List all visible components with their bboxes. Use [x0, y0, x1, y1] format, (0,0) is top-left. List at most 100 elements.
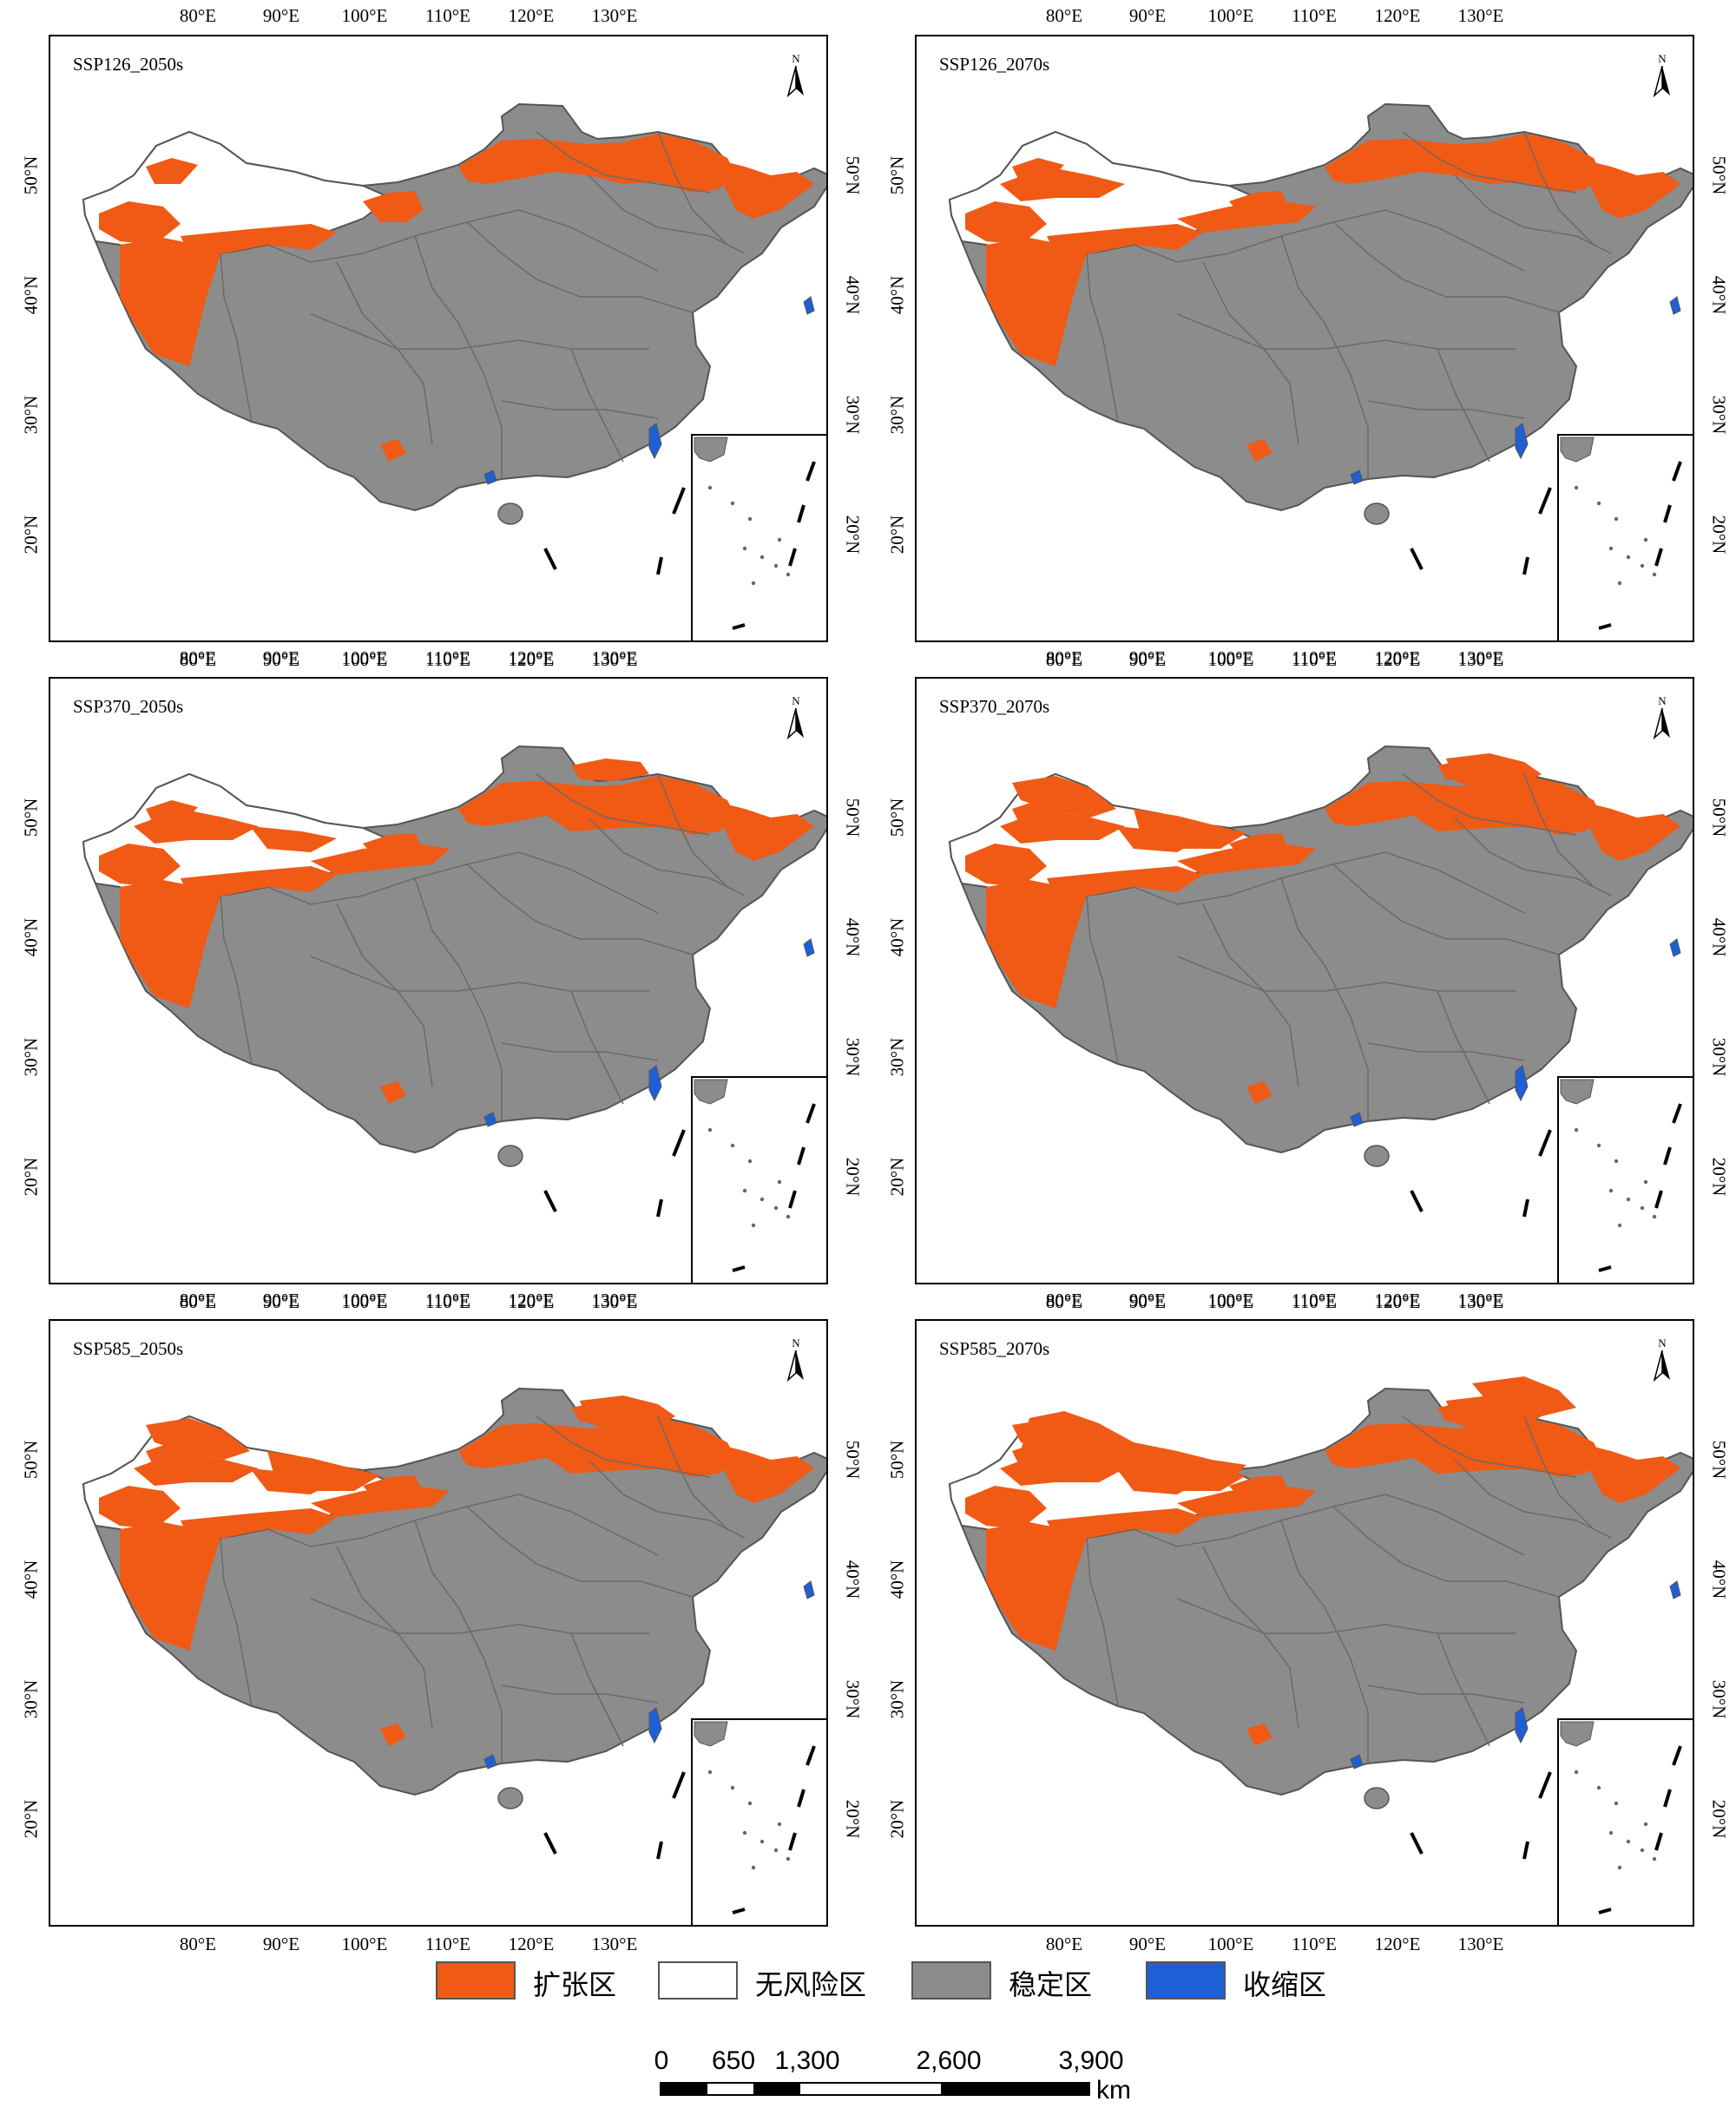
lat-tick-label-left: 20°N: [20, 1799, 42, 1839]
inset-island: [1643, 1179, 1648, 1185]
inset-island: [742, 546, 747, 551]
inset-island: [742, 1188, 747, 1193]
north-arrow-icon: N: [1651, 52, 1674, 98]
inset-island: [730, 501, 735, 506]
lon-tick-label-bottom: 110°E: [425, 1291, 470, 1312]
map-panel: SSP126_2050s N 80°E 80°E 90°E 90°E 100°E 100°E 1…: [21, 5, 864, 670]
lon-tick-label-top: 100°E: [341, 1290, 388, 1310]
lat-tick-label-right: 20°N: [842, 1799, 864, 1839]
province-boundary: [1384, 1494, 1525, 1556]
expansion-region: [267, 1451, 380, 1491]
expansion-region: [1000, 167, 1125, 201]
map-panel: SSP126_2070s N 80°E 80°E 90°E 90°E 100°E 100°E 1…: [887, 5, 1730, 670]
distribution-map: [82, 745, 826, 1218]
inset-island: [1652, 1856, 1657, 1862]
map-frame: SSP370_2070s N: [915, 677, 1694, 1284]
province-boundary: [1523, 131, 1595, 246]
inset-dash-line: [1654, 1190, 1663, 1209]
inset-dash-line: [1672, 1745, 1682, 1766]
lon-tick-label-bottom: 110°E: [1292, 649, 1337, 670]
contraction-region: [1350, 1112, 1364, 1127]
lon-tick-label-top: 100°E: [1207, 1290, 1254, 1310]
inset-island: [777, 1179, 782, 1185]
lat-tick-label-left: 30°N: [20, 1037, 42, 1077]
contraction-region: [1515, 423, 1529, 460]
inset-dash-line: [732, 1908, 746, 1914]
inset-island: [1617, 1223, 1622, 1228]
lat-tick-label-left: 40°N: [20, 275, 42, 315]
north-label: N: [792, 1336, 800, 1350]
province-boundary: [1280, 1520, 1369, 1763]
lon-tick-label-bottom: 120°E: [508, 649, 555, 670]
province-boundary: [1384, 209, 1525, 272]
expansion-region: [380, 1724, 406, 1746]
lon-tick-label-top: 120°E: [1374, 5, 1421, 26]
province-boundary: [1133, 851, 1386, 905]
lon-tick-label-top: 110°E: [1292, 1290, 1337, 1310]
lon-tick-label-top: 100°E: [341, 5, 388, 26]
nine-dash-line: [1410, 548, 1424, 570]
inset-island: [1614, 516, 1619, 522]
lat-tick-label-right: 40°N: [1708, 1560, 1730, 1599]
inset-map: [694, 1079, 816, 1272]
distribution-map: [82, 1387, 826, 1860]
lat-tick-label-right: 20°N: [842, 1157, 864, 1197]
lon-tick-label-top: 110°E: [1292, 647, 1337, 668]
lat-tick-label-left: 50°N: [20, 155, 42, 195]
north-label: N: [1658, 52, 1667, 65]
scale-tick-2600: 2,600: [916, 2046, 982, 2075]
south-china-sea-inset: [691, 434, 826, 640]
map-panel: SSP370_2050s N 80°E 80°E 90°E 90°E 100°E 100°E 1…: [21, 647, 864, 1312]
nine-dash-line: [656, 556, 663, 575]
nine-dash-line: [543, 1190, 557, 1212]
contraction-region: [1669, 296, 1681, 315]
province-boundary: [1367, 1684, 1525, 1704]
nine-dash-line: [656, 1841, 663, 1860]
lat-tick-label-right: 30°N: [842, 1037, 864, 1077]
lon-tick-label-top: 90°E: [1128, 1290, 1167, 1310]
inset-island: [1626, 555, 1631, 560]
province-boundary: [1523, 1415, 1595, 1530]
inset-coast: [1560, 437, 1595, 463]
lat-tick-label-right: 30°N: [1708, 1679, 1730, 1719]
lat-tick-label-right: 30°N: [842, 1679, 864, 1719]
inset-coast: [1560, 1721, 1595, 1747]
contraction-region: [483, 1112, 497, 1127]
scale-tick-3900: 3,900: [1058, 2046, 1124, 2075]
province-boundary: [1402, 131, 1577, 194]
lat-tick-label-right: 30°N: [842, 395, 864, 435]
expansion-region: [1177, 201, 1316, 233]
hainan-island: [1364, 1787, 1390, 1809]
lat-tick-label-right: 50°N: [1708, 1440, 1730, 1480]
inset-dash-line: [1672, 461, 1682, 482]
expansion-region: [458, 134, 736, 193]
expansion-region: [1246, 439, 1272, 462]
province-boundary: [466, 221, 694, 313]
nine-dash-line: [1522, 1198, 1529, 1218]
province-boundary: [1086, 895, 1119, 1065]
lon-tick-label-bottom: 80°E: [179, 1934, 217, 1954]
expansion-region: [1012, 776, 1116, 818]
map-frame: SSP126_2070s N: [915, 35, 1694, 642]
lon-tick-label-bottom: 110°E: [1292, 1291, 1337, 1312]
nine-dash-line: [543, 1832, 557, 1855]
lon-tick-label-bottom: 130°E: [591, 1934, 638, 1954]
map-frame: SSP126_2050s N: [49, 35, 828, 642]
lon-tick-label-top: 90°E: [1128, 647, 1167, 668]
expansion-region: [311, 1486, 450, 1517]
inset-island: [777, 537, 782, 542]
inset-island: [1626, 1197, 1631, 1202]
legend-label-no-risk: 无风险区: [755, 1968, 867, 2001]
inset-island: [747, 1159, 753, 1164]
inset-island: [786, 1214, 791, 1219]
expansion-region: [146, 1418, 250, 1460]
inset-dash-line: [1663, 504, 1672, 523]
lat-tick-label-right: 50°N: [842, 1440, 864, 1480]
map-frame: SSP585_2050s N: [49, 1319, 828, 1927]
expansion-region: [1177, 1486, 1316, 1517]
inset-island: [773, 563, 779, 568]
panel-title: SSP370_2050s: [73, 696, 184, 717]
inset-island: [742, 1830, 747, 1835]
inset-island: [1608, 1188, 1614, 1193]
lon-tick-label-top: 110°E: [1292, 5, 1337, 26]
